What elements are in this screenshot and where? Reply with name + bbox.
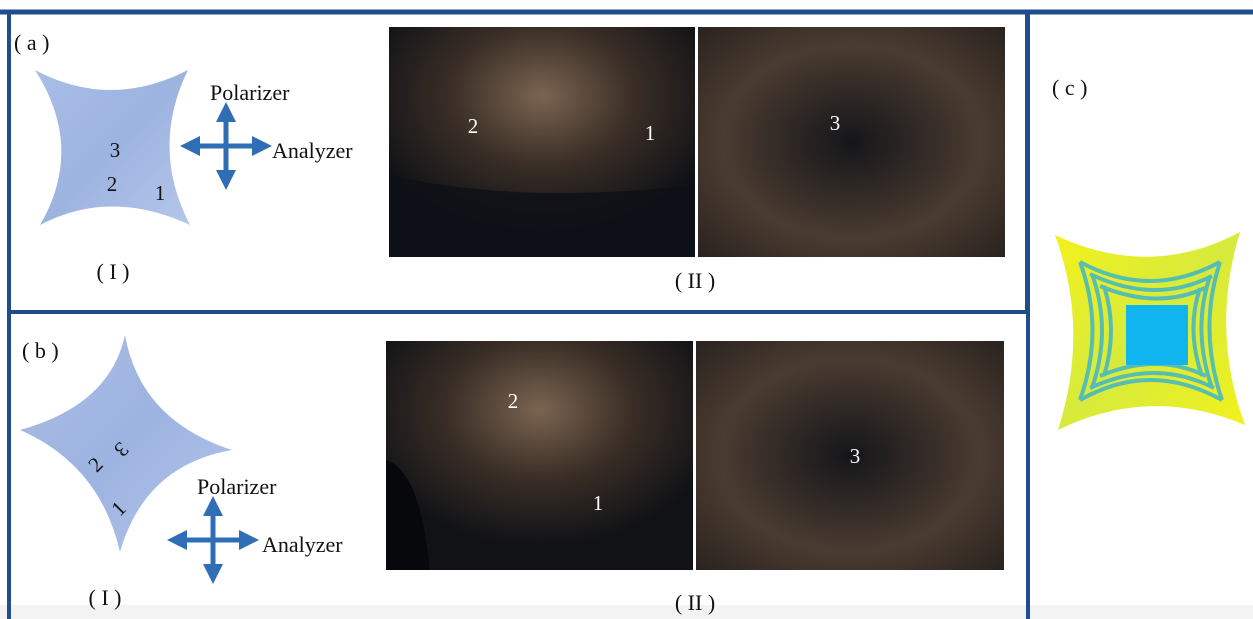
- polarizer-label: Polarizer: [210, 80, 290, 105]
- polarizer-arrows: [177, 506, 249, 574]
- part-label: ( II ): [675, 590, 715, 615]
- part-label: ( II ): [675, 268, 715, 293]
- star: [20, 335, 232, 552]
- polarizer-label: Polarizer: [197, 474, 277, 499]
- panel-label: ( b ): [22, 338, 59, 363]
- star-label: 3: [110, 138, 121, 162]
- figure: ( a ) 3 2 1 Polarizer Analyzer ( I ) 2 1…: [0, 0, 1253, 619]
- micrograph: [698, 27, 1005, 257]
- bottom-band: [0, 605, 1253, 619]
- image-label: 1: [645, 121, 656, 145]
- part-label: ( I ): [89, 585, 122, 610]
- polarizer-arrows: [190, 112, 262, 180]
- star-label: 2: [107, 172, 118, 196]
- panel-label: ( a ): [14, 30, 49, 55]
- panel-label: ( c ): [1052, 75, 1087, 100]
- image-label: 2: [468, 114, 479, 138]
- image-label: 3: [830, 111, 841, 135]
- part-label: ( I ): [97, 259, 130, 284]
- star-label: 1: [155, 181, 166, 205]
- image-label: 1: [593, 491, 604, 515]
- micrograph: [386, 341, 693, 570]
- analyzer-label: Analyzer: [272, 138, 353, 163]
- simulation-core: [1126, 305, 1188, 365]
- analyzer-label: Analyzer: [262, 532, 343, 557]
- image-label: 3: [850, 444, 861, 468]
- image-label: 2: [508, 389, 519, 413]
